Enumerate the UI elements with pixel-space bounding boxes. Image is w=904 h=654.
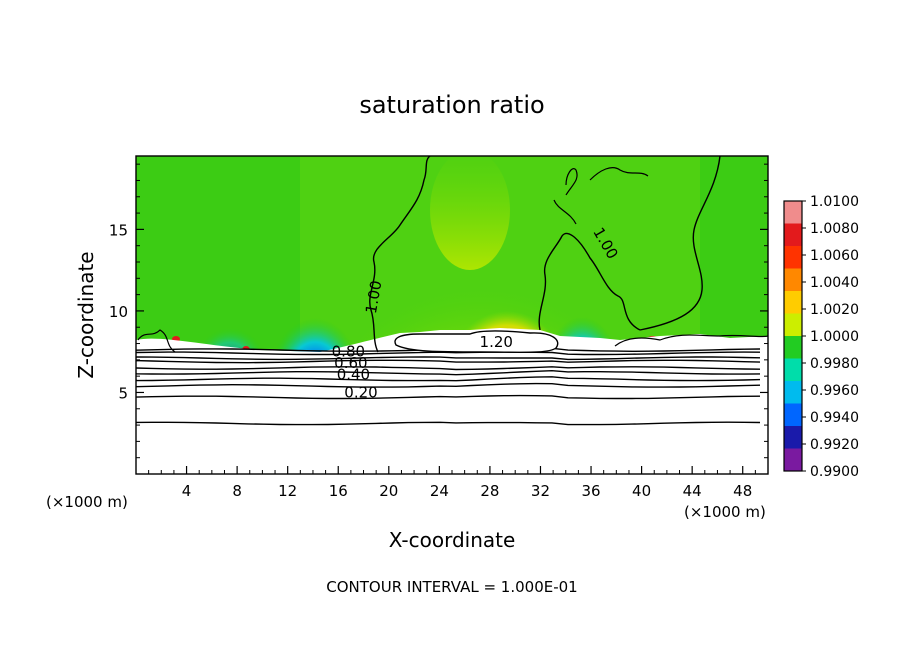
plot-field <box>136 156 768 474</box>
colorbar: 1.0100 1.0080 1.0060 1.0040 1.0020 1.0000 0.99… <box>783 194 859 480</box>
colorbar-label: 1.0080 <box>810 221 859 237</box>
colorbar-swatch <box>784 246 802 269</box>
x-tick-label: 12 <box>278 482 297 500</box>
y-axis-label: Z-coordinate <box>74 251 98 378</box>
colorbar-swatch <box>784 426 802 449</box>
contour-label: 0.20 <box>344 383 377 401</box>
x-tick-label: 24 <box>430 482 449 500</box>
contour-line <box>136 356 761 361</box>
contour-labels: 1.201.001.000.800.600.400.20 <box>332 224 622 401</box>
colorbar-label: 1.0000 <box>810 329 859 345</box>
colorbar-swatch <box>784 358 802 382</box>
colorbar-swatch <box>784 201 802 224</box>
colorbar-swatch <box>784 268 802 292</box>
x-tick-label: 36 <box>581 482 600 500</box>
x-axis: 4 8 12 16 20 24 28 32 36 40 44 48 <box>148 466 756 500</box>
x-unit-label-right: (×1000 m) <box>684 503 766 521</box>
y-tick-label: 15 <box>109 221 128 239</box>
chart-title: saturation ratio <box>359 91 544 119</box>
colorbar-label: 0.9900 <box>810 464 859 480</box>
contour-1.20 <box>394 330 559 354</box>
colorbar-swatch <box>784 291 802 314</box>
colorbar-label: 1.0020 <box>810 302 859 318</box>
colorbar-label: 0.9960 <box>810 383 859 399</box>
x-tick-label: 4 <box>182 482 192 500</box>
x-axis-label: X-coordinate <box>389 528 516 552</box>
x-tick-label: 16 <box>329 482 348 500</box>
y-tick-label: 10 <box>109 303 128 321</box>
colorbar-swatch <box>784 313 802 337</box>
y-axis: 5 10 15 <box>109 163 768 459</box>
contour-label: 0.80 <box>332 343 365 361</box>
colorbar-swatch <box>784 448 802 472</box>
contour-interval-footer: CONTOUR INTERVAL = 1.000E-01 <box>326 578 577 596</box>
colorbar-label: 1.0040 <box>810 275 859 291</box>
x-tick-label: 48 <box>733 482 752 500</box>
colorbar-label: 0.9920 <box>810 437 859 453</box>
colorbar-label: 0.9980 <box>810 356 859 372</box>
contour-line <box>136 369 761 376</box>
contour-label: 1.00 <box>362 279 386 315</box>
contour-1.00-left <box>369 156 431 353</box>
x-tick-label: 8 <box>232 482 242 500</box>
x-tick-label: 20 <box>379 482 398 500</box>
contour-label: 1.20 <box>480 333 513 351</box>
colorbar-swatch <box>784 403 802 427</box>
x-tick-label: 44 <box>683 482 702 500</box>
colorbar-swatch <box>784 223 802 247</box>
contour-label: 0.40 <box>337 365 370 383</box>
colorbar-label: 1.0100 <box>810 194 859 210</box>
y-tick-label: 5 <box>118 384 128 402</box>
contour-line <box>136 382 761 388</box>
x-tick-label: 40 <box>632 482 651 500</box>
contour-line <box>136 366 761 371</box>
x-unit-label-left: (×1000 m) <box>46 493 128 511</box>
x-tick-label: 32 <box>531 482 550 500</box>
colorbar-swatch <box>784 336 802 359</box>
contour-line <box>136 394 761 400</box>
contour-line <box>136 421 761 426</box>
colorbar-label: 0.9940 <box>810 410 859 426</box>
contour-line <box>136 376 761 382</box>
contour-label: 0.60 <box>334 354 367 372</box>
colorbar-swatch <box>784 381 802 404</box>
colorbar-label: 1.0060 <box>810 248 859 264</box>
contour-line <box>136 359 761 364</box>
contour-1.00-right <box>538 232 641 331</box>
x-tick-label: 28 <box>480 482 499 500</box>
